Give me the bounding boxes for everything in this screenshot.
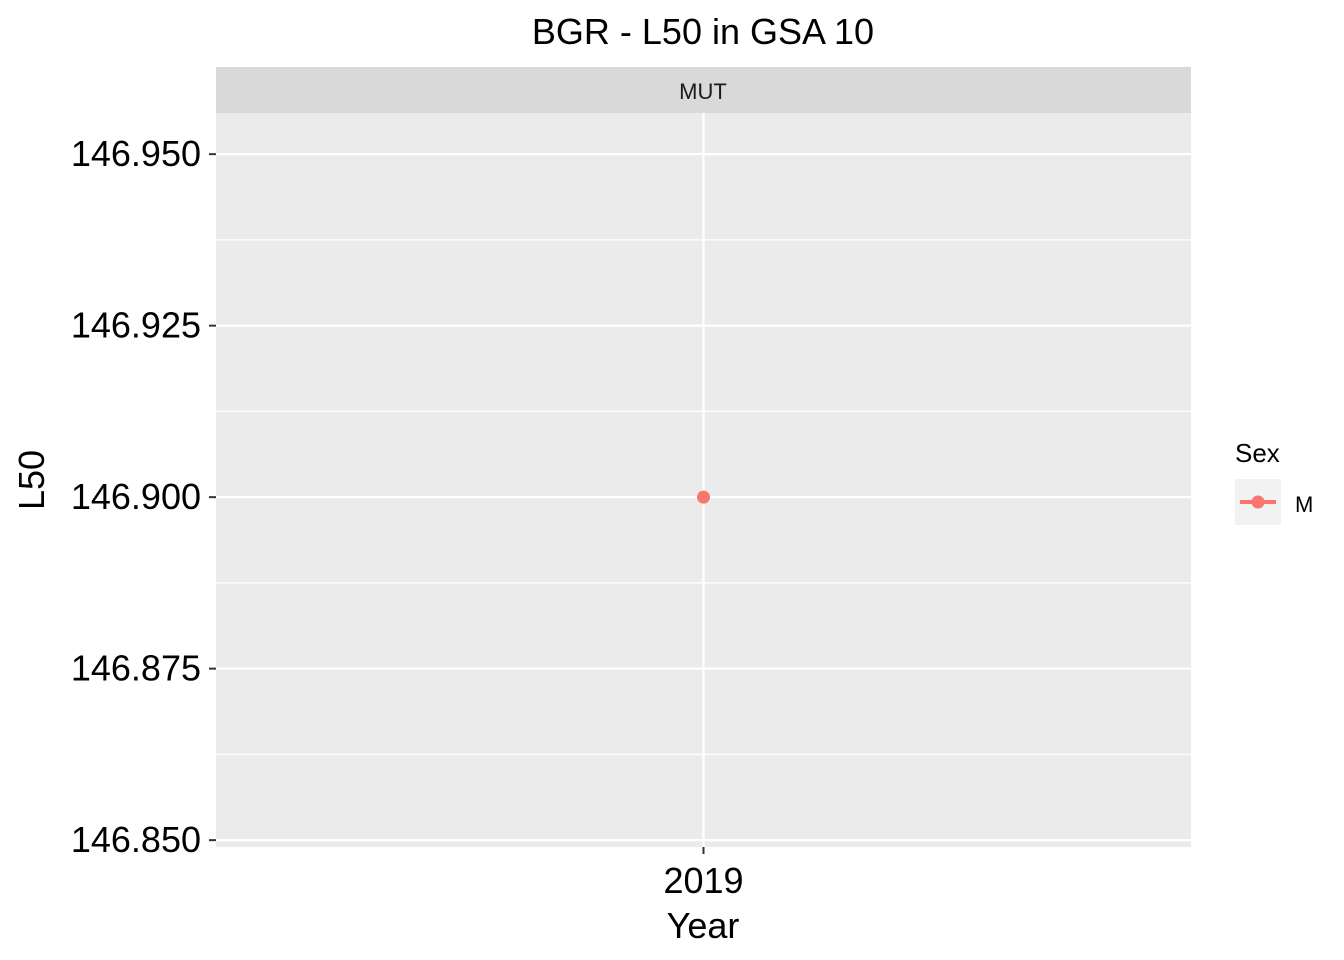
y-axis-title: L50 <box>11 450 52 510</box>
legend-title: Sex <box>1235 438 1280 468</box>
facet-strip <box>216 67 1191 113</box>
y-tick-label: 146.925 <box>71 305 201 346</box>
y-tick-label: 146.900 <box>71 476 201 517</box>
legend: Sex M <box>1235 438 1313 525</box>
chart-title: BGR - L50 in GSA 10 <box>532 11 874 52</box>
facet-strip-label: MUT <box>679 79 727 104</box>
y-tick-label: 146.875 <box>71 648 201 689</box>
legend-label-m: M <box>1295 492 1313 517</box>
x-tick-label: 2019 <box>663 860 743 901</box>
y-tick-label: 146.950 <box>71 133 201 174</box>
x-axis-title: Year <box>667 905 740 946</box>
legend-key-point <box>1251 495 1265 509</box>
axes: 146.850 146.875 146.900 146.925 146.950 2019 <box>71 133 744 901</box>
y-tick-label: 146.850 <box>71 819 201 860</box>
data-point-m <box>697 490 710 504</box>
data-points <box>697 490 710 504</box>
